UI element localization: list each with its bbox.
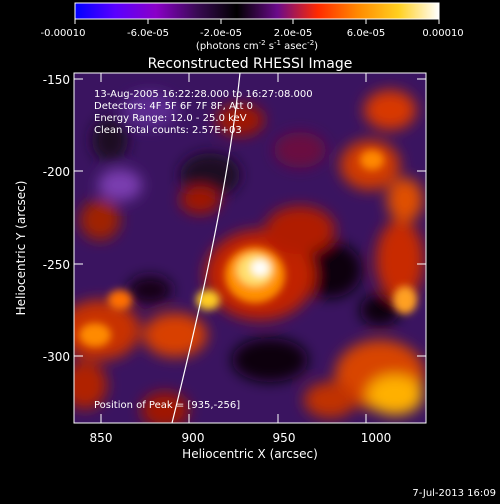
y-tick-labels: -150 -200 -250 -300 bbox=[43, 73, 70, 364]
plot-frame bbox=[73, 72, 427, 424]
info-line-counts: Clean Total counts: 2.57E+03 bbox=[94, 125, 242, 136]
colorbar-units-label: (photons cm-2 s-1 asec-2) bbox=[196, 39, 318, 52]
colorbar-tick-label: 2.0e-05 bbox=[274, 28, 312, 39]
observation-info: 13-Aug-2005 16:22:28.000 to 16:27:08.000… bbox=[94, 89, 313, 136]
info-line-energy: Energy Range: 12.0 - 25.0 keV bbox=[94, 113, 247, 124]
colorbar-tick-label: -6.0e-05 bbox=[127, 28, 169, 39]
x-tick-label: 1000 bbox=[361, 431, 392, 445]
y-axis-ticks bbox=[74, 78, 426, 357]
colorbar-tick-labels: -0.00010 -6.0e-05 -2.0e-05 2.0e-05 6.0e-… bbox=[41, 28, 464, 39]
y-axis-label: Heliocentric Y (arcsec) bbox=[14, 181, 28, 316]
colorbar-ticks bbox=[74, 19, 440, 24]
colorbar-tick-label: -0.00010 bbox=[41, 28, 86, 39]
x-axis-ticks bbox=[100, 73, 367, 423]
solar-limb-line bbox=[171, 73, 241, 423]
y-tick-label: -150 bbox=[43, 73, 70, 87]
y-tick-label: -250 bbox=[43, 258, 70, 272]
colorbar-tick-label: 6.0e-05 bbox=[347, 28, 385, 39]
x-axis-label: Heliocentric X (arcsec) bbox=[182, 447, 318, 461]
rhessi-image bbox=[74, 73, 426, 423]
plot-date: 7-Jul-2013 16:09 bbox=[412, 488, 496, 499]
y-tick-label: -300 bbox=[43, 350, 70, 364]
x-tick-labels: 850 900 950 1000 bbox=[90, 431, 392, 445]
x-tick-label: 850 bbox=[90, 431, 113, 445]
info-line-detectors: Detectors: 4F 5F 6F 7F 8F, Att 0 bbox=[94, 101, 253, 112]
y-tick-label: -200 bbox=[43, 165, 70, 179]
x-tick-label: 900 bbox=[182, 431, 205, 445]
plot-title: Reconstructed RHESSI Image bbox=[148, 56, 353, 72]
colorbar-tick-label: 0.00010 bbox=[422, 28, 463, 39]
info-line-time: 13-Aug-2005 16:22:28.000 to 16:27:08.000 bbox=[94, 89, 313, 100]
x-tick-label: 950 bbox=[273, 431, 296, 445]
colorbar bbox=[74, 2, 440, 20]
peak-position-label: Position of Peak = [935,-256] bbox=[94, 400, 240, 411]
colorbar-tick-label: -2.0e-05 bbox=[200, 28, 242, 39]
